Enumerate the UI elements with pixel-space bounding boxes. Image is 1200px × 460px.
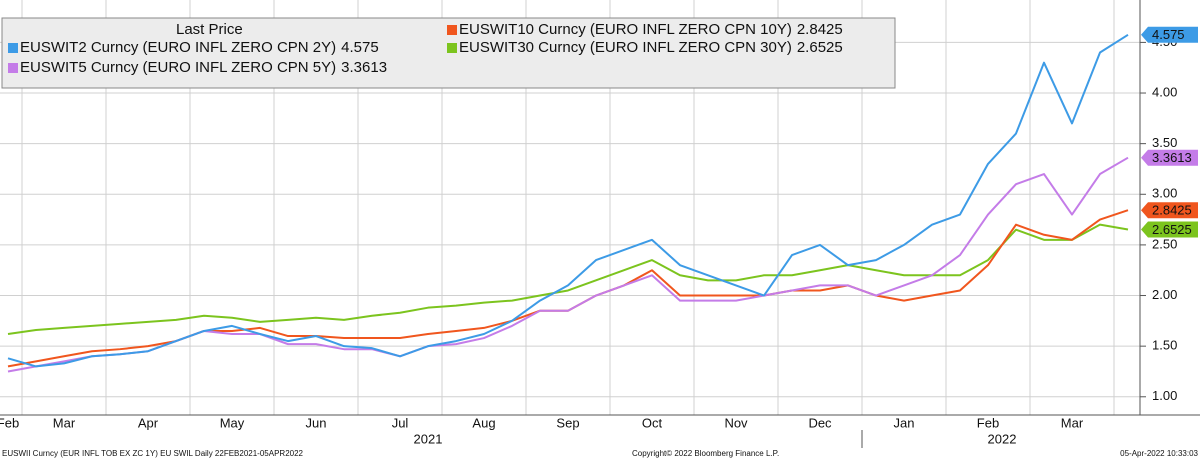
y-tick-label: 1.50 bbox=[1152, 338, 1177, 353]
legend-value: 3.3613 bbox=[341, 59, 387, 76]
legend-swatch bbox=[8, 43, 18, 53]
last-value-tag bbox=[1141, 221, 1198, 238]
legend-entry: EUSWIT5 Curncy (EURO INFL ZERO CPN 5Y) 3.… bbox=[20, 59, 387, 76]
x-tick-label: Aug bbox=[472, 415, 495, 430]
x-tick-label: Jul bbox=[392, 415, 409, 430]
series-line bbox=[7, 33, 1129, 368]
last-value-label: 4.575 bbox=[1152, 27, 1185, 42]
legend-swatch bbox=[447, 25, 457, 35]
legend-title: Last Price bbox=[176, 21, 243, 38]
last-value-tag bbox=[1141, 26, 1198, 43]
last-value-tag bbox=[1141, 149, 1198, 166]
last-value-label: 3.3613 bbox=[1152, 150, 1192, 165]
x-tick-label: Sep bbox=[556, 415, 579, 430]
x-tick-label: Jun bbox=[306, 415, 327, 430]
y-tick-label: 3.00 bbox=[1152, 186, 1177, 201]
legend-entry: EUSWIT10 Curncy (EURO INFL ZERO CPN 10Y)… bbox=[459, 21, 843, 38]
series-line bbox=[7, 223, 1129, 335]
legend-value: 2.6525 bbox=[797, 39, 843, 56]
x-tick-label: Mar bbox=[1061, 415, 1084, 430]
x-tick-label: Feb bbox=[0, 415, 19, 430]
y-tick-label: 4.00 bbox=[1152, 84, 1177, 99]
y-tick-label: 2.00 bbox=[1152, 287, 1177, 302]
legend-swatch bbox=[447, 43, 457, 53]
last-value-tag bbox=[1141, 202, 1198, 219]
footer-left: EUSWII Curncy (EUR INFL TOB EX ZC 1Y) EU… bbox=[2, 449, 304, 458]
legend-entry: EUSWIT30 Curncy (EURO INFL ZERO CPN 30Y)… bbox=[459, 39, 843, 56]
legend-name: EUSWIT5 Curncy (EURO INFL ZERO CPN 5Y) bbox=[20, 59, 336, 76]
legend-name: EUSWIT10 Curncy (EURO INFL ZERO CPN 10Y) bbox=[459, 21, 792, 38]
legend-name: EUSWIT30 Curncy (EURO INFL ZERO CPN 30Y) bbox=[459, 39, 792, 56]
last-value-label: 2.8425 bbox=[1152, 203, 1192, 218]
x-group-label: 2021 bbox=[414, 431, 443, 446]
legend-entry: EUSWIT2 Curncy (EURO INFL ZERO CPN 2Y) 4.… bbox=[20, 39, 379, 56]
legend-swatch bbox=[8, 63, 18, 73]
legend-value: 4.575 bbox=[341, 39, 379, 56]
y-tick-label: 3.50 bbox=[1152, 135, 1177, 150]
y-tick-label: 2.50 bbox=[1152, 236, 1177, 251]
legend: Last Price EUSWIT2 Curncy (EURO INFL ZER… bbox=[1, 17, 896, 89]
x-tick-label: Jan bbox=[894, 415, 915, 430]
legend-name: EUSWIT2 Curncy (EURO INFL ZERO CPN 2Y) bbox=[20, 39, 336, 56]
last-value-label: 2.6525 bbox=[1152, 222, 1192, 237]
x-tick-label: Oct bbox=[642, 415, 663, 430]
x-tick-label: May bbox=[220, 415, 245, 430]
axes: 1.001.502.002.503.003.504.004.50FebMarAp… bbox=[0, 26, 1198, 448]
x-group-label: 2022 bbox=[988, 431, 1017, 446]
x-tick-label: Nov bbox=[724, 415, 748, 430]
x-tick-label: Dec bbox=[808, 415, 832, 430]
footer-center: Copyright© 2022 Bloomberg Finance L.P. bbox=[632, 449, 779, 458]
x-tick-label: Feb bbox=[977, 415, 999, 430]
footer-right: 05-Apr-2022 10:33:03 bbox=[1120, 449, 1198, 458]
y-tick-label: 1.00 bbox=[1152, 388, 1177, 403]
x-tick-label: Apr bbox=[138, 415, 159, 430]
plot-lines bbox=[7, 33, 1129, 373]
x-tick-label: Mar bbox=[53, 415, 76, 430]
legend-value: 2.8425 bbox=[797, 21, 843, 38]
